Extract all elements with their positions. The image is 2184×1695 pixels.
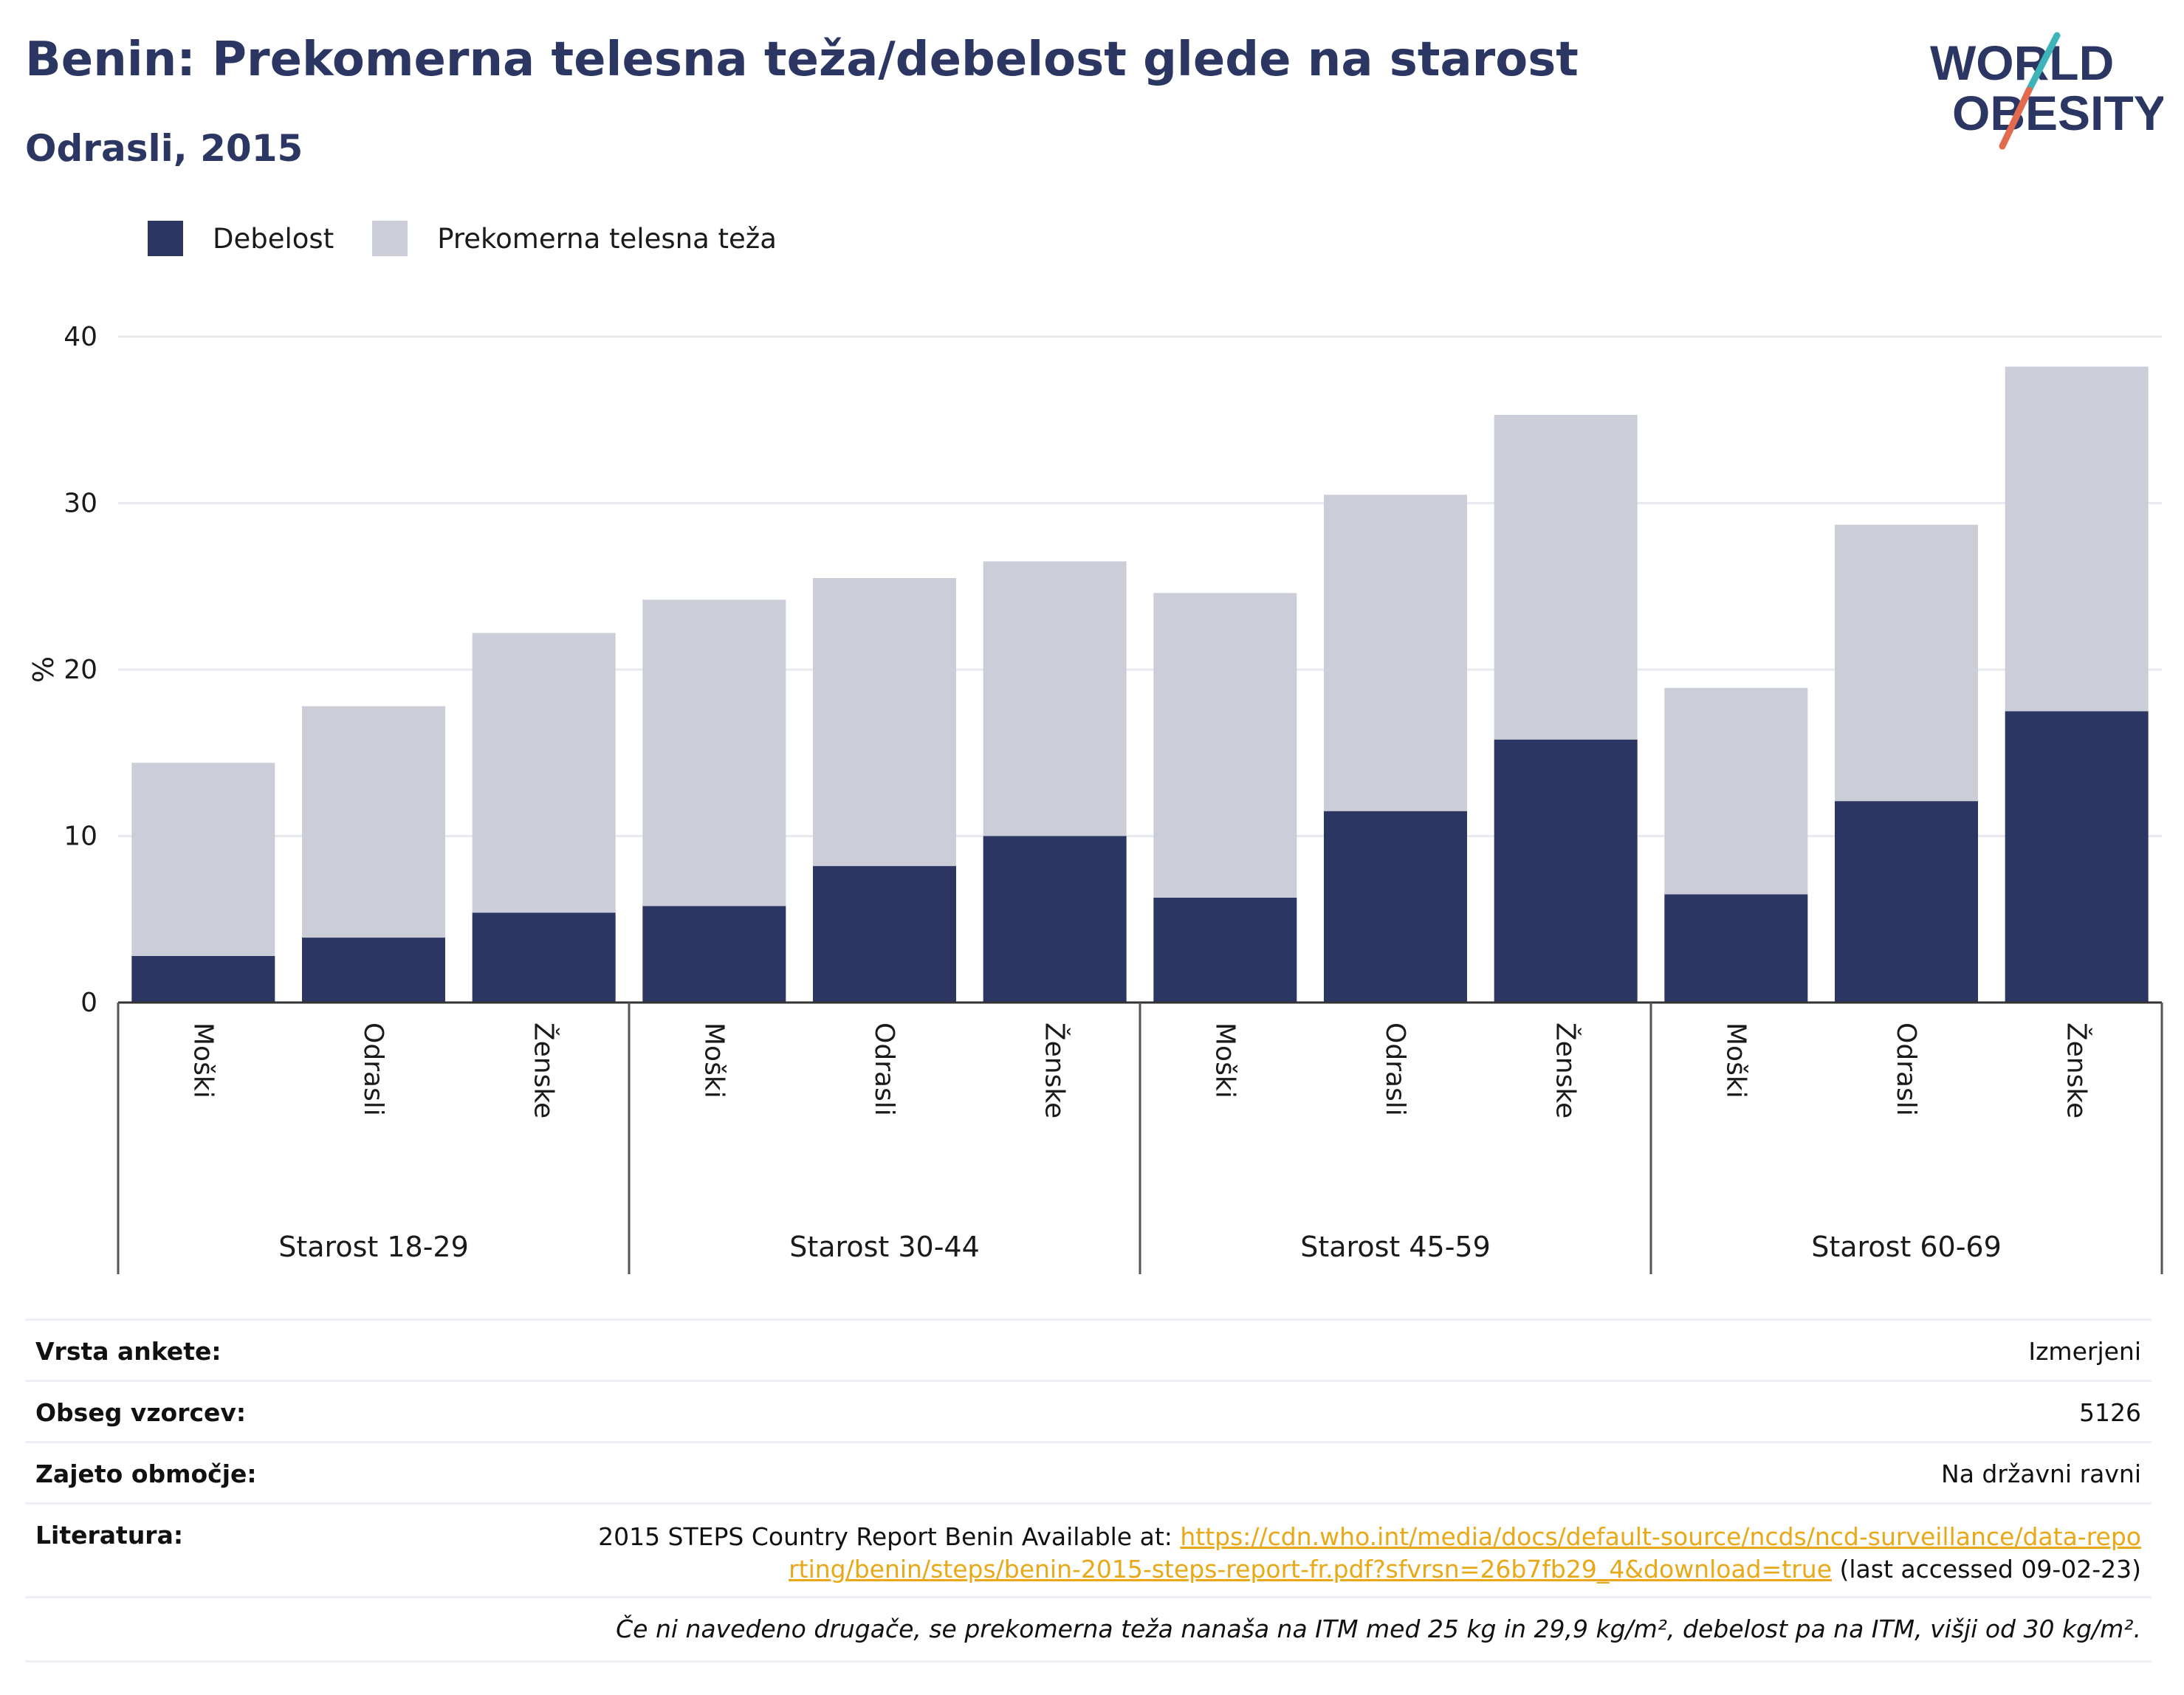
bar-overweight (983, 561, 1127, 836)
bar-overweight (1664, 687, 1808, 895)
legend-label-overweight: Prekomerna telesna teža (437, 222, 777, 255)
bar-obesity (642, 906, 786, 1003)
legend-item-overweight: Prekomerna telesna teža (372, 221, 777, 256)
bar-overweight (1494, 414, 1638, 740)
bar-obesity (2005, 711, 2149, 1003)
info-row-footnote: Če ni navedeno drugače, se prekomerna te… (25, 1596, 2152, 1663)
info-row-references: Literatura: 2015 STEPS Country Report Be… (25, 1502, 2152, 1596)
info-table: Vrsta ankete: Izmerjeni Obseg vzorcev: 5… (25, 1318, 2152, 1663)
bar-overweight (1324, 495, 1467, 811)
bar-overweight (302, 706, 445, 938)
bar-overweight (2005, 366, 2149, 712)
sample-size-value: 5126 (2079, 1398, 2141, 1427)
legend-swatch-obesity (148, 221, 183, 256)
bar-obesity (302, 938, 445, 1003)
stacked-bar-chart: 0 10 20 30 40% Moški Odrasli Ženske Moški Odrasli… (27, 322, 2163, 1274)
survey-type-label: Vrsta ankete: (35, 1337, 222, 1366)
logo-line1: WORLD (1930, 35, 2114, 90)
references-suffix: (last accessed 09-02-23) (1832, 1555, 2142, 1584)
bar-overweight (642, 599, 786, 907)
bar-obesity (1324, 811, 1467, 1003)
group-label: Starost 30-44 (789, 1231, 980, 1263)
x-tick-label: Odrasli (1891, 1022, 1921, 1116)
references-value: 2015 STEPS Country Report Benin Availabl… (591, 1521, 2141, 1586)
x-tick-label: Ženske (1551, 1022, 1582, 1118)
bar-obesity (472, 912, 616, 1003)
chart-legend: Debelost Prekomerna telesna teža (148, 219, 815, 258)
bar-overweight (1835, 524, 1978, 802)
y-tick-label: 30 (63, 489, 97, 519)
coverage-value: Na državni ravni (1941, 1460, 2141, 1488)
y-tick-label: 40 (63, 322, 97, 352)
bar-obesity (131, 955, 275, 1003)
bar-obesity (1494, 739, 1638, 1003)
bar-obesity (983, 836, 1127, 1003)
bar-overweight (1153, 593, 1297, 898)
x-tick-label: Ženske (2061, 1022, 2092, 1118)
group-label: Starost 45-59 (1300, 1231, 1491, 1263)
group-label: Starost 18-29 (278, 1231, 469, 1263)
bar-obesity (813, 866, 956, 1003)
chart-title: Benin: Prekomerna telesna teža/debelost … (25, 32, 1579, 87)
references-label: Literatura: (35, 1521, 184, 1550)
references-link[interactable]: https://cdn.who.int/media/docs/default-s… (789, 1522, 2141, 1584)
logo-line2: OBESITY (1952, 86, 2163, 140)
info-row-sample-size: Obseg vzorcev: 5126 (25, 1380, 2152, 1441)
chart-subtitle: Odrasli, 2015 (25, 127, 303, 170)
info-row-coverage: Zajeto območje: Na državni ravni (25, 1441, 2152, 1502)
y-tick-label: 10 (63, 822, 97, 852)
survey-type-value: Izmerjeni (2028, 1337, 2141, 1366)
y-tick-label: 20 (63, 655, 97, 685)
world-obesity-logo: WORLD OBESITY (1930, 32, 2163, 150)
references-prefix: 2015 STEPS Country Report Benin Availabl… (598, 1522, 1181, 1551)
x-tick-label: Moški (1720, 1022, 1751, 1099)
coverage-label: Zajeto območje: (35, 1460, 257, 1488)
legend-label-obesity: Debelost (213, 222, 334, 255)
bar-obesity (1835, 801, 1978, 1003)
y-axis-label: % (27, 656, 60, 683)
bar-overweight (131, 763, 275, 956)
x-tick-label: Odrasli (1380, 1022, 1410, 1116)
bar-overweight (472, 633, 616, 913)
y-tick-label: 0 (80, 988, 97, 1018)
x-tick-label: Moški (698, 1022, 729, 1099)
legend-swatch-overweight (372, 221, 408, 256)
bar-obesity (1664, 894, 1808, 1003)
group-label: Starost 60-69 (1811, 1231, 2002, 1263)
sample-size-label: Obseg vzorcev: (35, 1398, 247, 1427)
x-tick-label: Odrasli (358, 1022, 388, 1116)
bar-overweight (813, 577, 956, 867)
info-row-survey-type: Vrsta ankete: Izmerjeni (25, 1318, 2152, 1380)
footnote-text: Če ni navedeno drugače, se prekomerna te… (616, 1615, 2141, 1643)
legend-item-obesity: Debelost (148, 221, 334, 256)
bar-obesity (1153, 897, 1297, 1003)
x-tick-label: Ženske (529, 1022, 560, 1118)
x-tick-label: Odrasli (869, 1022, 899, 1116)
x-tick-label: Moški (188, 1022, 218, 1099)
x-tick-label: Ženske (1040, 1022, 1071, 1118)
x-tick-label: Moški (1209, 1022, 1240, 1099)
